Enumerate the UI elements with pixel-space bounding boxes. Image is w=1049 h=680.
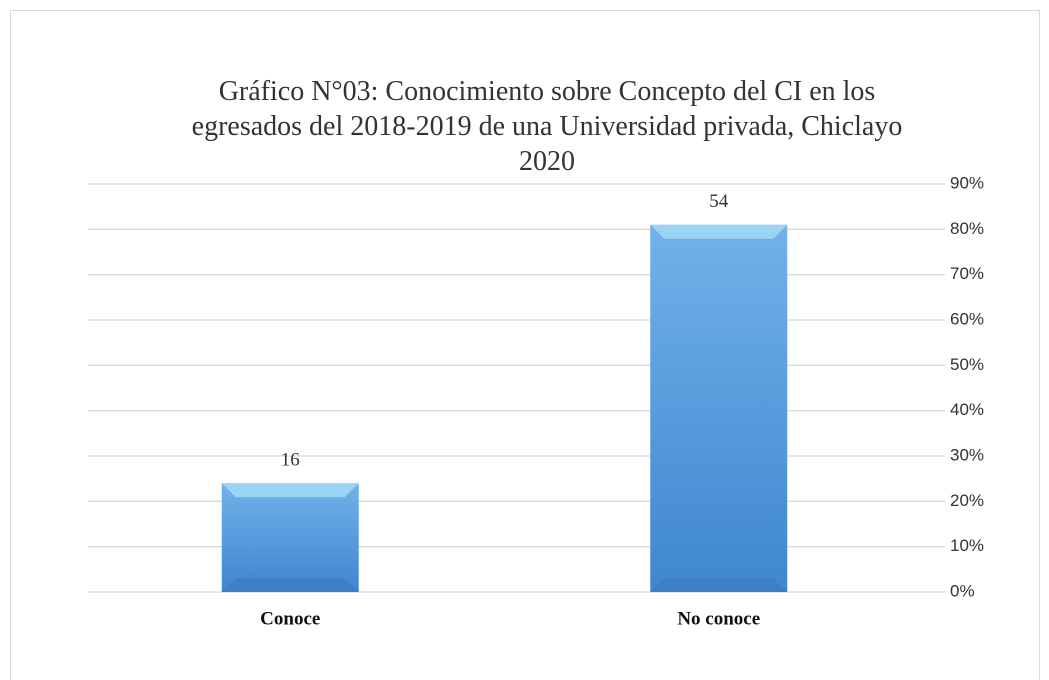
x-tick-label: No conoce	[677, 608, 760, 629]
y-tick-label: 50%	[950, 355, 984, 374]
y-tick-label: 30%	[950, 445, 984, 464]
y-tick-label: 0%	[950, 581, 975, 600]
data-label: 54	[709, 191, 729, 212]
y-tick-label: 20%	[950, 491, 984, 510]
data-label: 16	[281, 450, 300, 471]
y-tick-label: 10%	[950, 536, 984, 555]
y-tick-label: 40%	[950, 400, 984, 419]
bar	[221, 483, 359, 592]
bar-bevel	[221, 578, 359, 592]
y-tick-label: 90%	[950, 173, 984, 192]
y-tick-label: 70%	[950, 264, 984, 283]
bar-bevel	[650, 578, 788, 592]
bar-bevel	[221, 483, 359, 498]
x-tick-label: Conoce	[260, 608, 320, 629]
y-tick-label: 60%	[950, 309, 984, 328]
chart-frame	[10, 10, 1040, 680]
y-tick-label: 80%	[950, 219, 984, 238]
chart-title: Gráfico N°03: Conocimiento sobre Concept…	[191, 76, 903, 177]
bar-bevel	[650, 224, 788, 239]
bar	[650, 224, 788, 593]
